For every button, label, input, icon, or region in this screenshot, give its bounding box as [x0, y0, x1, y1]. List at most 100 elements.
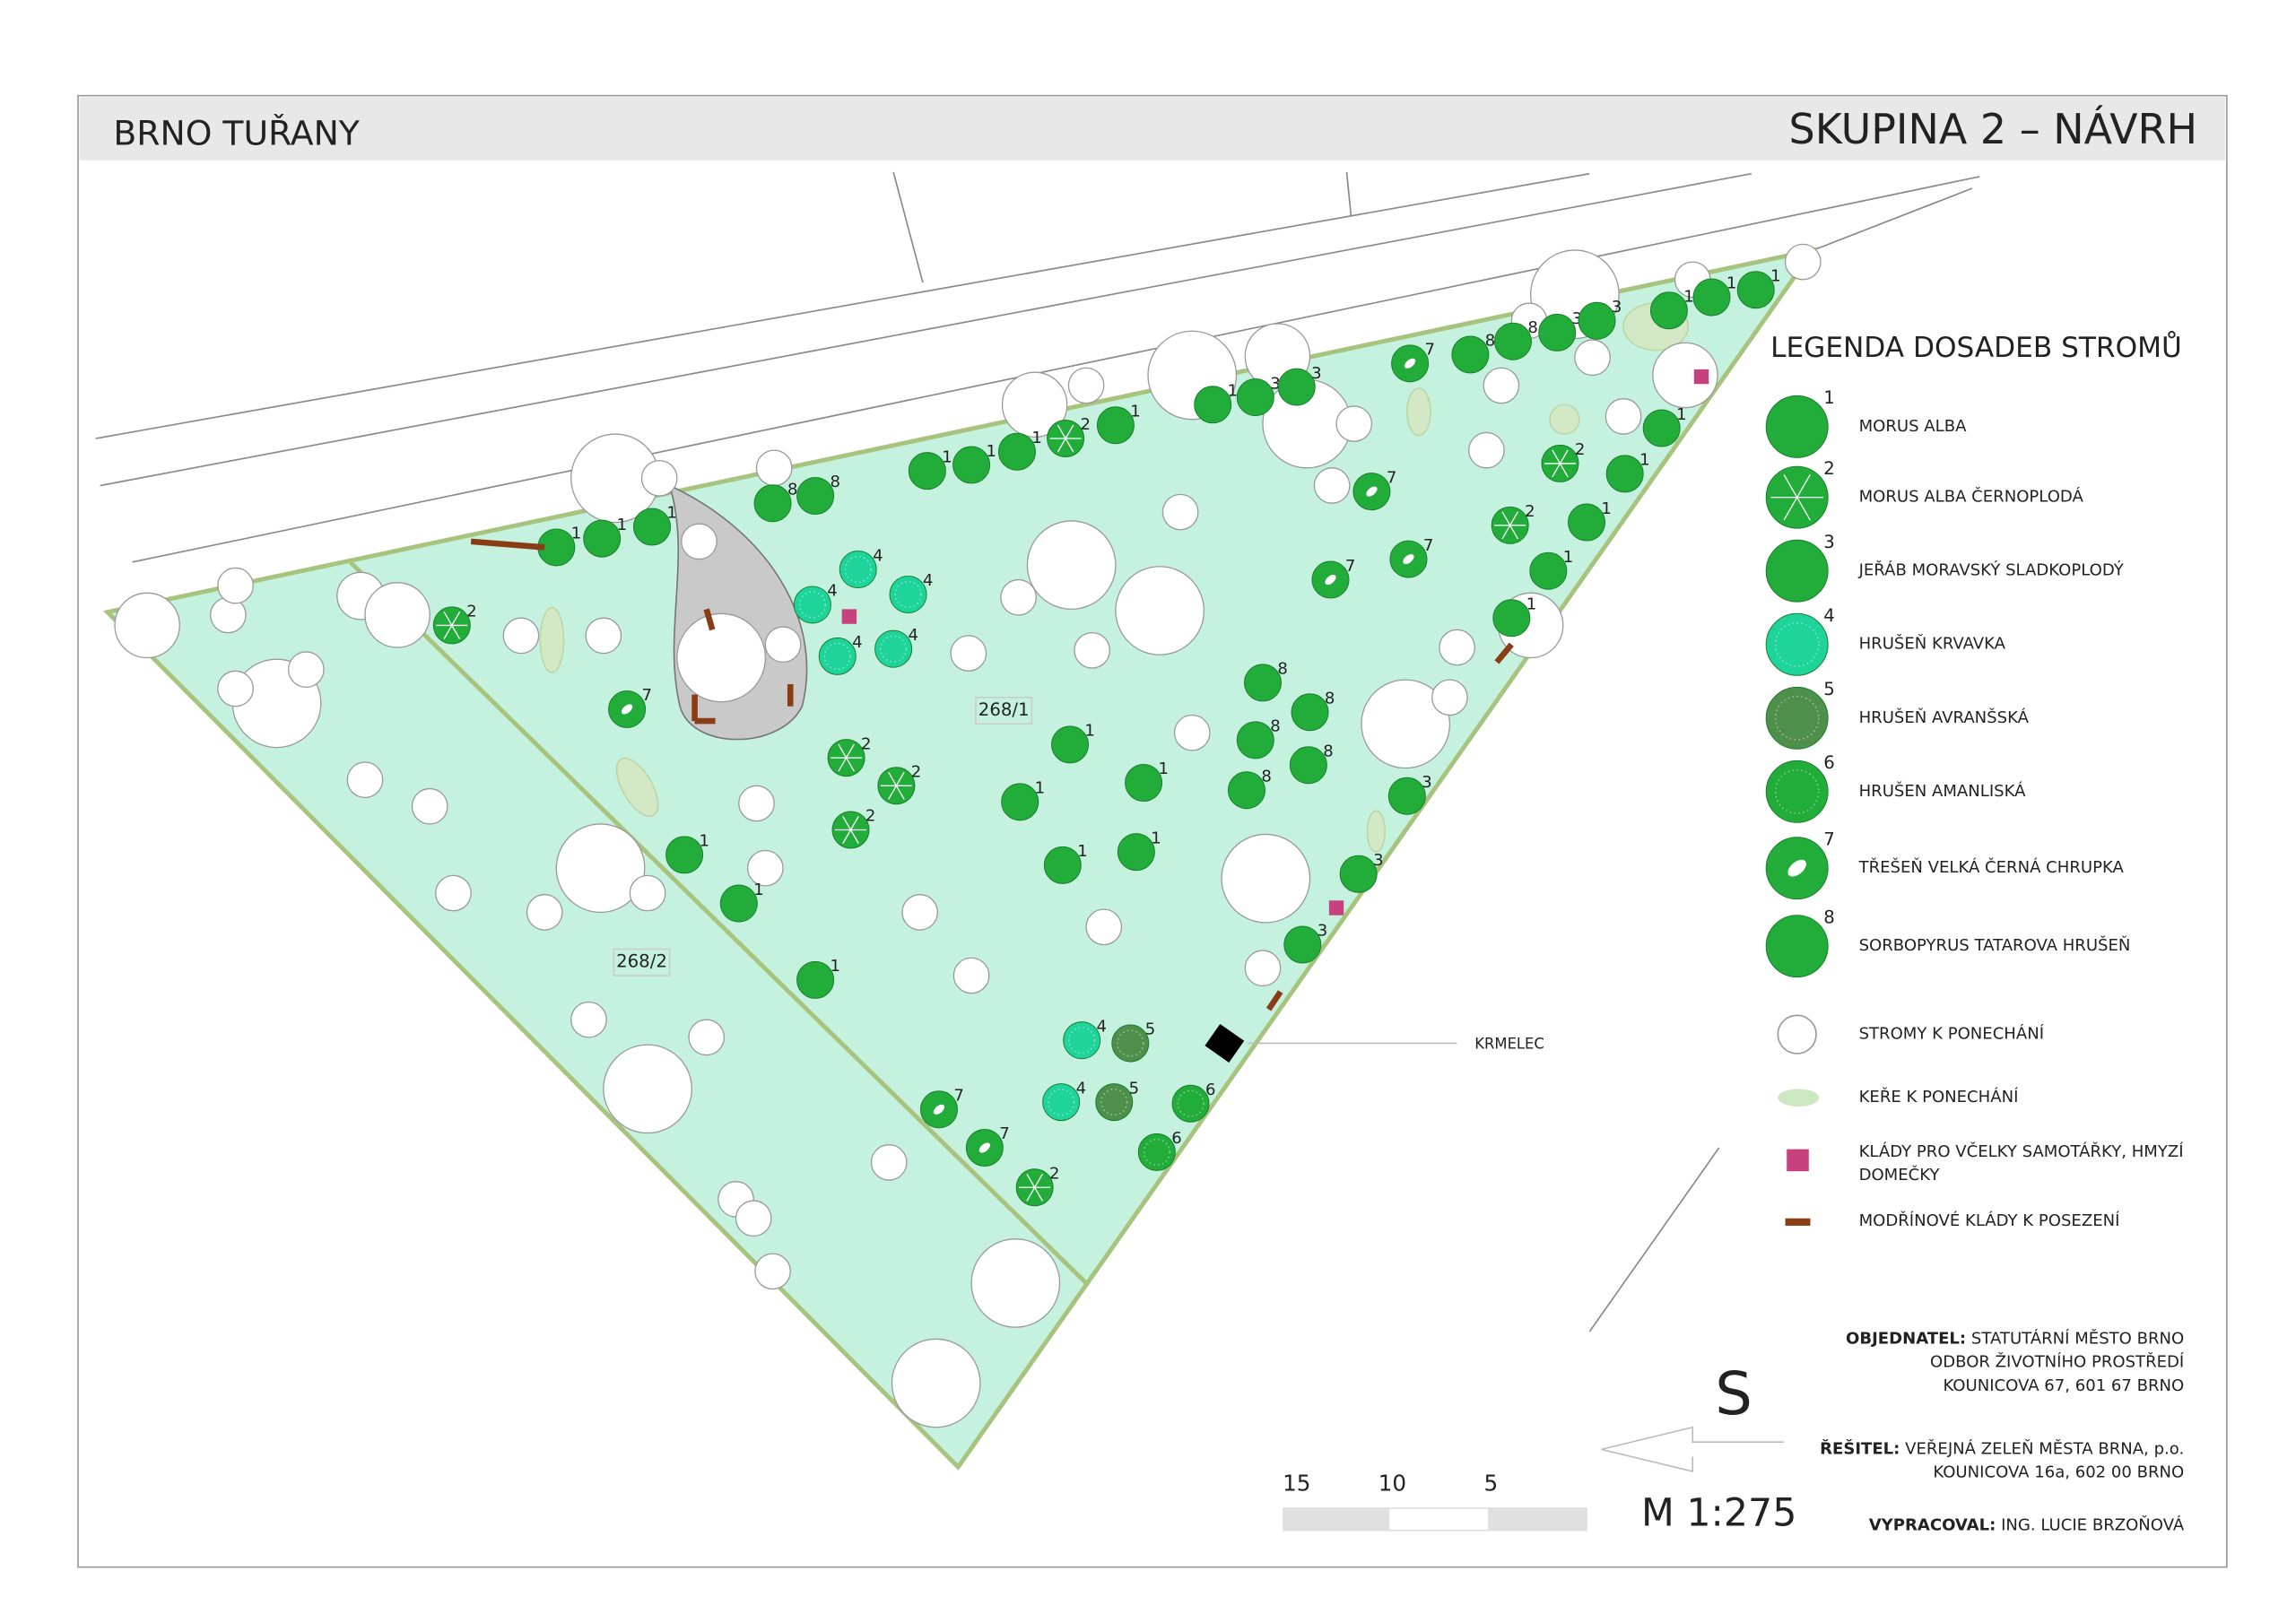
scale-tick-label: 5 [1484, 1471, 1499, 1497]
existing-trees [114, 243, 1822, 1428]
tree-crown [1125, 763, 1163, 803]
title-line: KOUNICOVA 67, 601 67 BRNO [1943, 1376, 2184, 1395]
existing-tree [735, 1200, 772, 1237]
north-label: S [1715, 1360, 1752, 1428]
tree-crown [874, 629, 913, 668]
tree-texture [1048, 1088, 1075, 1116]
tree-texture [1787, 859, 1806, 877]
tree-texture [879, 635, 908, 663]
tree-branch [849, 816, 859, 830]
legend-title: LEGENDA DOSADEB STROMŮ [1770, 330, 2182, 364]
tree-texture [978, 1142, 990, 1153]
title-text: KOUNICOVA 67, 601 67 BRNO [1943, 1376, 2184, 1395]
scale-tick-label: 15 [1283, 1471, 1310, 1497]
tree-crown [1001, 783, 1039, 821]
existing-tree [891, 1338, 981, 1428]
tree-number: 4 [1076, 1079, 1086, 1098]
tree-crown [1117, 833, 1155, 872]
tree-texture [798, 591, 827, 619]
existing-tree [950, 635, 987, 672]
existing-tree [435, 874, 472, 912]
title-line: KOUNICOVA 16a, 602 00 BRNO [1933, 1463, 2184, 1482]
scale-bar-segment [1488, 1508, 1587, 1531]
existing-tree [870, 1144, 908, 1181]
existing-tree [526, 894, 563, 931]
title-line: ŘEŠITEL: VEŘEJNÁ ZELEŇ MĚSTA BRNA, p.o. [1820, 1438, 2184, 1458]
existing-tree [1313, 467, 1351, 504]
tree-crown [1111, 1024, 1150, 1063]
tree-crown [818, 637, 857, 675]
tree-crown [719, 884, 758, 923]
tree-crown [1243, 664, 1283, 702]
tree-number: 5 [1145, 1020, 1155, 1039]
tree-branch [842, 816, 852, 830]
tree-number: 7 [1423, 536, 1433, 555]
tree-crown [1227, 771, 1265, 810]
existing-tree [1000, 578, 1037, 616]
tree-number: 1 [1228, 382, 1238, 401]
legend-number: 2 [1823, 458, 1835, 479]
tree-number: 1 [617, 516, 627, 534]
existing-tree [502, 617, 540, 655]
tree-number: 3 [1318, 922, 1327, 941]
existing-tree [1784, 243, 1822, 281]
tree-crown [839, 551, 877, 589]
tree-texture [1404, 358, 1416, 369]
tree-branch [443, 611, 453, 626]
tree-crown [632, 508, 671, 546]
scale-bar-segment [1283, 1508, 1390, 1531]
tree-crown [952, 446, 991, 484]
tree-number: 1 [1726, 274, 1736, 293]
legend-number: 4 [1823, 605, 1835, 626]
tree-crown [1051, 725, 1090, 764]
existing-tree [681, 523, 718, 560]
tree-branch [1559, 449, 1569, 464]
tree-crown [1736, 271, 1775, 309]
tree-number: 1 [666, 504, 676, 523]
tree-branch [451, 625, 461, 639]
tree-crown [1289, 746, 1327, 785]
existing-tree [1161, 493, 1199, 531]
tree-crown [1605, 455, 1644, 493]
existing-tree [746, 849, 784, 887]
existing-tree [603, 1044, 692, 1134]
tree-number: 4 [1097, 1017, 1107, 1036]
existing-tree [764, 626, 802, 664]
existing-tree [1439, 629, 1475, 666]
title-text: ING. LUCIE BRZOŇOVÁ [2001, 1515, 2185, 1535]
existing-tree [288, 651, 325, 688]
parcel-area [102, 247, 1819, 1471]
legend-label: KEŘE K PONECHÁNÍ [1859, 1087, 2019, 1107]
legend-label: JEŘÁB MORAVSKÝ SLADKOPLODÝ [1858, 560, 2125, 580]
existing-tree [1085, 908, 1123, 946]
existing-tree [901, 894, 938, 931]
tree-number: 1 [1676, 405, 1686, 424]
legend-label: KLÁDY PRO VČELKY SAMOTÁŘKY, HMYZÍ [1859, 1141, 2184, 1161]
tree-branch [1509, 525, 1518, 540]
tree-crown [796, 477, 835, 516]
tree-crown [1283, 925, 1322, 964]
tree-branch [1026, 1186, 1036, 1202]
seating-log [1265, 990, 1283, 1011]
tree-crown [796, 960, 835, 999]
existing-tree [1115, 566, 1205, 655]
legend-symbol [1785, 1218, 1811, 1226]
tree-crown [1765, 686, 1829, 750]
north-arrow [1601, 1426, 1784, 1473]
tree-number: 8 [1261, 767, 1271, 785]
tree-number: 8 [1270, 717, 1280, 736]
existing-tree [1067, 367, 1105, 404]
tree-number: 4 [923, 571, 933, 590]
tree-crown [1387, 777, 1426, 815]
tree-branch [1026, 1173, 1036, 1188]
tree-crown [889, 575, 927, 613]
tree-number: 8 [1277, 660, 1287, 679]
scale-ticks: 15 10 5 [1283, 1471, 1498, 1497]
legend-label: MORUS ALBA [1859, 417, 1967, 436]
legend-label: TŘEŠEŇ VELKÁ ČERNÁ CHRUPKA [1858, 857, 2125, 877]
tree-crown [997, 432, 1036, 471]
tree-crown [1692, 278, 1731, 317]
existing-tree [217, 670, 254, 707]
tree-number: 7 [1345, 557, 1355, 576]
sheet-title: SKUPINA 2 – NÁVRH [1789, 105, 2197, 153]
